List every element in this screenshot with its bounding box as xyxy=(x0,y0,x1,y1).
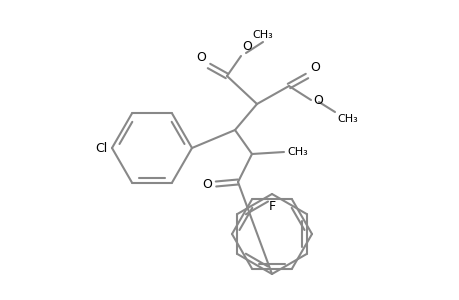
Text: CH₃: CH₃ xyxy=(286,147,307,157)
Text: CH₃: CH₃ xyxy=(252,30,273,40)
Text: O: O xyxy=(309,61,319,74)
Text: F: F xyxy=(268,200,275,213)
Text: O: O xyxy=(202,178,212,190)
Text: O: O xyxy=(241,40,252,53)
Text: Cl: Cl xyxy=(95,142,108,154)
Text: O: O xyxy=(196,51,206,64)
Text: CH₃: CH₃ xyxy=(336,114,357,124)
Text: O: O xyxy=(312,94,322,106)
